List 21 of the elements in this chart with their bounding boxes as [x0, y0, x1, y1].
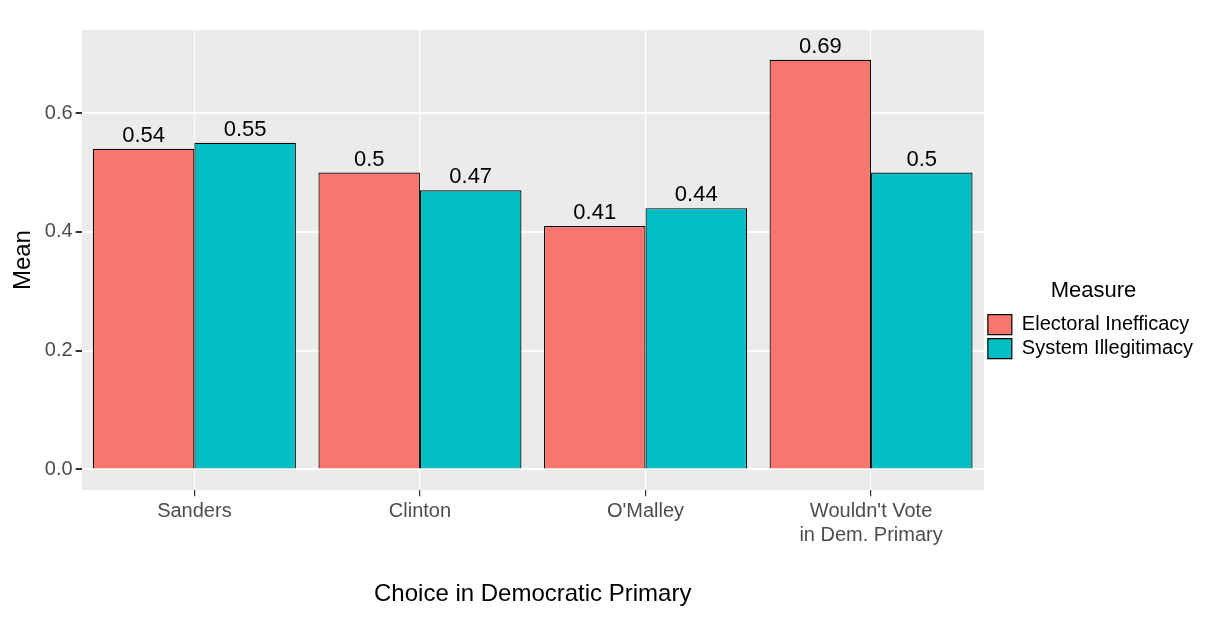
- x-tick-label: Wouldn't Vote in Dem. Primary: [799, 498, 943, 545]
- y-tick-label: 0.2: [44, 338, 73, 361]
- data-label: 0.54: [122, 121, 166, 147]
- legend-label: Electoral Inefficacy: [1021, 312, 1190, 335]
- y-tick-label: 0.0: [44, 456, 73, 479]
- legend-label: System Illegitimacy: [1021, 336, 1193, 359]
- y-axis-title: Mean: [8, 230, 36, 291]
- x-axis-title: Choice in Democratic Primary: [374, 579, 692, 607]
- data-label: 0.5: [906, 145, 938, 171]
- data-label: 0.41: [573, 199, 617, 225]
- data-label: 0.5: [353, 145, 385, 171]
- data-label: 0.55: [223, 115, 267, 141]
- x-tick-label: Sanders: [157, 498, 232, 521]
- data-label: 0.44: [674, 181, 718, 207]
- x-tick-label: Clinton: [388, 498, 452, 521]
- y-tick-label: 0.6: [44, 100, 73, 123]
- legend-title: Measure: [1050, 277, 1137, 303]
- data-label: 0.47: [449, 163, 493, 189]
- data-label: 0.69: [798, 32, 842, 58]
- x-tick-label: O'Malley: [606, 498, 685, 521]
- y-tick-label: 0.4: [44, 219, 73, 242]
